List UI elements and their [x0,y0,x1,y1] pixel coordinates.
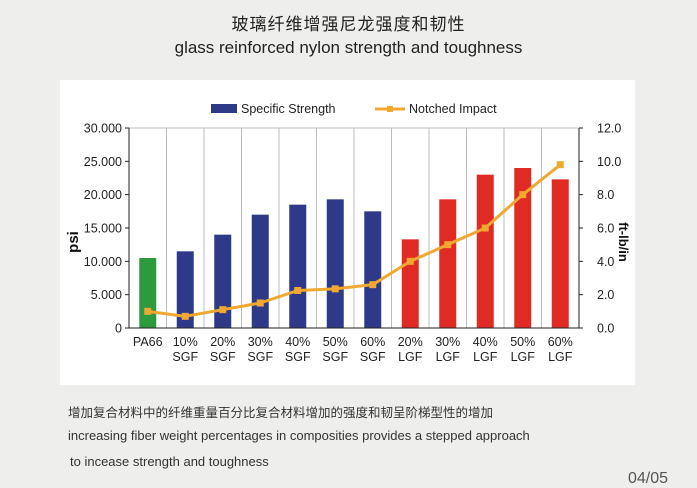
legend-label-notched-impact: Notched Impact [409,102,497,116]
point-notched-impact [406,257,414,265]
bar-specific-strength [401,239,419,328]
point-notched-impact [481,224,489,232]
legend-swatch-specific-strength [211,104,237,113]
x-tick-label-sub: LGF [436,350,461,364]
axes-layer: 0 5.000 10.000 15.000 20.000 25.000 30.000 0.0 2… [84,122,622,365]
legend-layer: Specific Strength Notched Impact [211,102,497,116]
bar-specific-strength [289,204,307,328]
x-tick-label-sub: LGF [473,350,498,364]
grid-layer [128,127,580,328]
x-tick-label: 40% [285,335,310,349]
chart-panel: 0 5.000 10.000 15.000 20.000 25.000 30.000 0.0 2… [60,80,635,385]
y-tick-label-left: 20.000 [84,188,122,202]
line-layer [144,161,564,320]
page-title-cn: 玻璃纤维增强尼龙强度和韧性 [231,15,466,35]
bars-layer [139,168,569,328]
point-notched-impact [556,161,564,169]
x-tick-label: 50% [323,335,348,349]
bar-specific-strength [251,214,269,328]
y-tick-label-right: 2.0 [597,288,614,302]
point-notched-impact [181,312,189,320]
point-notched-impact [256,299,264,307]
y-tick-label-right: 8.0 [597,188,614,202]
bar-specific-strength [476,174,494,328]
legend-marker-notched-impact [387,106,393,112]
caption-en-line2: to incease strength and toughness [70,454,269,469]
y-tick-label-left: 25.000 [84,155,122,169]
x-tick-label-sub: SGF [172,350,198,364]
x-tick-label: 30% [248,335,273,349]
point-notched-impact [294,287,302,294]
point-notched-impact [369,281,377,289]
x-tick-label: 50% [510,335,535,349]
y-axis-label-right: ft-lb/in [616,222,631,262]
caption-cn: 增加复合材料中的纤维重量百分比复合材料增加的强度和韧呈阶梯型性的增加 [68,405,494,420]
point-notched-impact [444,241,452,249]
x-tick-label: 30% [435,335,460,349]
y-tick-label-left: 0 [115,322,122,336]
point-notched-impact [219,306,227,314]
point-notched-impact [144,307,152,315]
y-tick-label-left: 10.000 [84,255,122,269]
x-tick-label: PA66 [133,335,163,349]
bar-specific-strength [551,179,569,328]
y-axis-label-left: psi [65,231,82,253]
x-tick-label: 60% [548,335,573,349]
y-tick-label-right: 0.0 [597,322,614,336]
x-tick-label: 20% [210,335,235,349]
strength-impact-chart: 0 5.000 10.000 15.000 20.000 25.000 30.000 0.0 2… [65,102,631,365]
bar-specific-strength [439,199,457,328]
x-tick-label: 60% [360,335,385,349]
bar-specific-strength [514,168,532,328]
point-notched-impact [331,285,339,293]
x-tick-label-sub: SGF [210,350,236,364]
bar-specific-strength [326,199,344,328]
line-notched-impact [147,163,562,318]
x-tick-label: 40% [473,335,498,349]
bar-specific-strength [176,251,194,328]
bar-specific-strength [139,258,157,328]
x-tick-label-sub: SGF [360,350,386,364]
x-tick-label-sub: LGF [511,350,536,364]
x-tick-label-sub: LGF [548,350,573,364]
legend-label-specific-strength: Specific Strength [241,102,336,116]
x-tick-label-sub: SGF [322,350,348,364]
point-notched-impact [519,191,527,199]
y-tick-label-right: 6.0 [597,222,614,236]
y-tick-label-left: 30.000 [84,122,122,136]
x-tick-label-sub: SGF [247,350,273,364]
bar-specific-strength [214,234,232,328]
page-number: 04/05 [628,470,669,487]
y-tick-label-left: 15.000 [84,222,122,236]
y-tick-label-right: 4.0 [597,255,614,269]
x-tick-label-sub: SGF [285,350,311,364]
x-tick-label: 10% [173,335,198,349]
page-title-en: glass reinforced nylon strength and toug… [174,38,523,57]
y-tick-label-right: 10.0 [597,155,621,169]
bar-specific-strength [364,211,382,328]
x-tick-label-sub: LGF [398,350,423,364]
x-tick-label: 20% [398,335,423,349]
y-tick-label-left: 5.000 [91,288,122,302]
caption-en-line1: increasing fiber weight percentages in c… [68,428,530,443]
y-tick-label-right: 12.0 [597,122,621,136]
